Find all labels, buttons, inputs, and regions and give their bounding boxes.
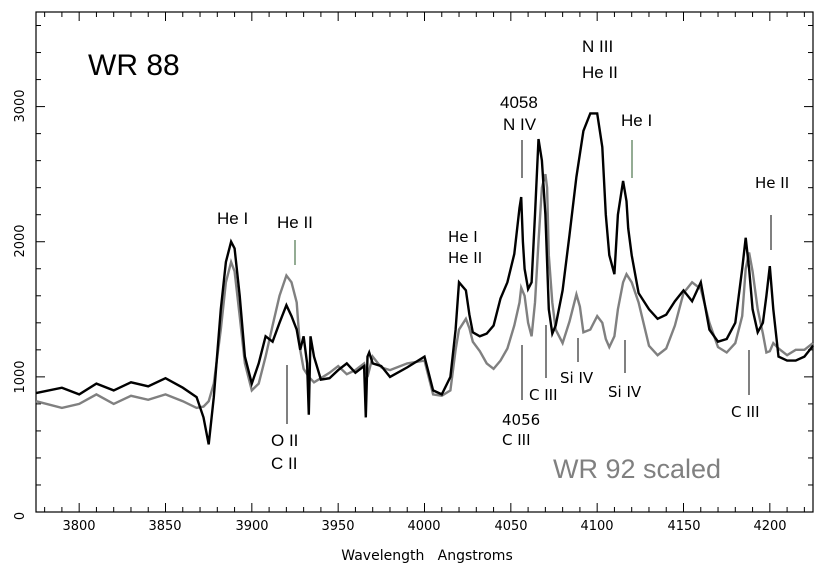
label-c-iii-4056: C III	[502, 431, 531, 449]
y-tick-label-0: 0	[13, 512, 28, 520]
label-he-i-3888: He I	[217, 209, 248, 228]
label-c-ii: C II	[271, 454, 297, 473]
y-axis	[36, 25, 813, 513]
x-tick-label-3800: 3800	[62, 519, 95, 534]
x-axis-title: Wavelength Angstroms	[341, 548, 512, 564]
label-he-ii-4026: He II	[448, 249, 482, 267]
y-tick-label-2000: 2000	[13, 224, 28, 257]
x-tick-label-4100: 4100	[580, 519, 613, 534]
label-n-iii: N III	[582, 37, 613, 56]
label-si-iv-4116: Si IV	[608, 383, 642, 401]
label-he-i-4026: He I	[448, 228, 478, 246]
label-4058: 4058	[500, 93, 538, 112]
x-tick-label-4050: 4050	[494, 519, 527, 534]
plot-frame	[35, 11, 814, 513]
label-si-iv-4089: Si IV	[560, 369, 594, 387]
label-he-i-4121: He I	[621, 111, 652, 130]
chart-title: WR 88	[88, 49, 180, 82]
label-4056: 4056	[502, 411, 540, 429]
label-o-ii: O II	[271, 431, 298, 450]
label-c-iii-4187: C III	[731, 403, 760, 421]
label-he-ii-3923: He II	[277, 213, 313, 232]
x-tick-label-3950: 3950	[321, 519, 354, 534]
y-tick-label-3000: 3000	[13, 89, 28, 122]
legend-wr92-label: WR 92 scaled	[553, 454, 721, 484]
x-axis	[44, 12, 805, 512]
y-tick-label-1000: 1000	[13, 360, 28, 393]
wr88-spectrum-line	[35, 112, 814, 445]
label-he-ii-4200: He II	[755, 174, 789, 192]
x-tick-label-3900: 3900	[235, 519, 268, 534]
x-tick-label-4000: 4000	[407, 519, 440, 534]
x-tick-label-4200: 4200	[753, 519, 786, 534]
line-markers	[286, 140, 772, 424]
label-he-ii-4100: He II	[582, 63, 618, 82]
label-c-iii-4070: C III	[529, 386, 558, 404]
label-n-iv: N IV	[503, 115, 537, 134]
x-tick-label-4150: 4150	[667, 519, 700, 534]
x-tick-label-3850: 3850	[148, 519, 181, 534]
